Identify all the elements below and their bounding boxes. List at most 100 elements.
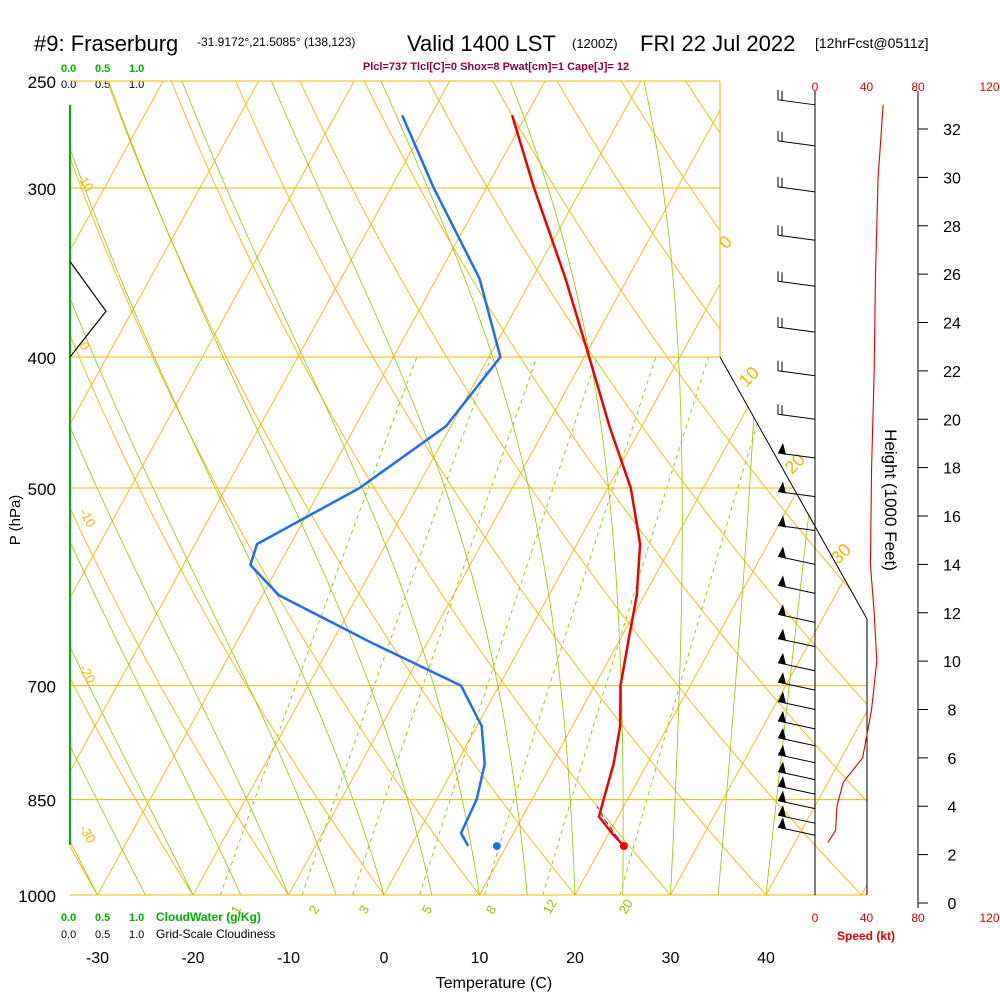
wind-barb [777,652,816,672]
temperature-tick-label: 30 [662,950,680,967]
moist-adiabat-line [271,81,528,895]
mixing-ratio-label: 2 [306,903,323,917]
cloud-fraction-line [69,261,107,358]
y-axis-title: P (hPa) [7,495,24,546]
height-tick-label: 20 [943,412,961,429]
wind-barb-pennant [778,744,786,757]
height-tick-label: 30 [943,170,961,187]
height-tick-label: 24 [943,316,961,333]
mixing-ratio-line [619,356,779,895]
wind-barb-shaft [777,140,816,147]
height-tick-label: 8 [948,703,957,720]
wind-barb [777,317,816,333]
wind-barb-shaft [777,413,816,420]
speed-tick-label: 0 [812,80,819,94]
wind-barb-pennant [778,710,786,723]
pressure-tick-label: 300 [28,180,56,199]
wind-barb [777,546,816,565]
wind-barb-shaft [777,280,816,287]
dry-adiabat-line [428,81,867,895]
wind-barb-shaft [777,186,816,193]
speed-tick-label: 120 [979,80,999,94]
wind-barb [777,89,816,106]
height-tick-label: 26 [943,267,961,284]
wind-barb [777,761,816,781]
moist-adiabats [70,81,854,895]
wind-barb [777,360,816,377]
wind-panel [777,89,884,843]
wind-barb-pennant [778,761,786,774]
forecast-run: [12hrFcst@0511z] [815,35,929,51]
height-tick-label: 28 [943,219,961,236]
height-tick-label: 18 [943,461,961,478]
wind-barb [777,442,816,459]
isotherm-label: 10 [76,174,96,194]
height-tick-label: 10 [943,654,961,671]
forecast-date: FRI 22 Jul 2022 [640,31,795,56]
cloudiness-label: Grid-Scale Cloudiness [156,927,275,941]
isotherm-line [70,81,164,895]
mixing-ratio-line [419,356,598,895]
dry-adiabat-line [170,81,671,895]
bottom-cloudiness-tick: 0.5 [95,929,110,941]
speed-tick-label: 0 [812,911,819,925]
mixing-ratio-line [352,356,538,895]
wind-barb [777,404,816,420]
mixing-ratio-line [301,356,492,895]
temperature-line [510,114,642,847]
mixing-ratio-label: 12 [540,896,560,916]
dry-adiabat-line [0,81,2,895]
dry-adiabat-line [235,81,767,895]
dry-adiabat-line [363,81,867,895]
dry-adiabat-line [70,81,480,895]
wind-barb [777,691,816,710]
temperature-tick-label: 20 [566,950,584,967]
wind-barb [777,604,816,623]
wind-barb-pennant [778,575,786,588]
wind-barb-pennant [778,790,786,803]
height-tick-label: 4 [948,799,957,816]
speed-tick-label: 80 [911,80,925,94]
wind-barb-shaft [777,234,816,241]
wind-barb-pennant [778,776,786,789]
mixing-ratio-line [542,356,709,895]
height-tick-label: 16 [943,509,961,526]
height-tick-label: 6 [948,751,957,768]
dry-adiabat-line [492,81,867,895]
temperature-tick-label: 40 [757,950,775,967]
wind-barb [777,130,816,147]
moist-adiabat-line [70,81,289,895]
moist-adiabat-line [70,81,242,895]
top-cloudwater-tick: 0.0 [61,63,76,75]
pressure-tick-label: 400 [28,349,56,368]
bottom-cloudiness-tick: 1.0 [129,929,144,941]
temperature-tick-label: -30 [86,950,109,967]
mixing-ratio-label: 8 [483,903,500,917]
top-cloudiness-tick: 0.5 [95,79,110,91]
cloud-fraction [69,261,107,358]
sounding-profiles [249,114,642,851]
wind-barb [777,176,816,193]
isotherm-label: -30 [76,822,98,846]
isotherm-label: -10 [76,506,98,530]
zulu-time: (1200Z) [572,36,618,51]
stability-indices: Plcl=737 Tlcl[C]=0 Shox=8 Pwat[cm]=1 Cap… [363,61,629,73]
top-cloudwater-tick: 1.0 [129,63,144,75]
parcel-path [596,806,625,847]
station-coords: -31.9172°,21.5085° (138,123) [197,35,355,49]
moist-adiabat-line [380,81,576,895]
wind-barb [777,817,816,836]
frame-diagonal [719,356,868,620]
wind-barb-pennant [778,442,786,455]
speed-axis-label: Speed (kt) [837,929,895,943]
moist-adiabat-line [181,81,480,895]
wind-barb-pennant [778,727,786,740]
dry-adiabat-line [299,81,862,895]
temperature-tick-label: 10 [471,950,489,967]
moist-adiabat-line [108,81,433,895]
moist-adiabat-line [70,81,194,895]
pressure-tick-label: 700 [28,678,56,697]
bottom-cloudiness-tick: 0.0 [61,929,76,941]
